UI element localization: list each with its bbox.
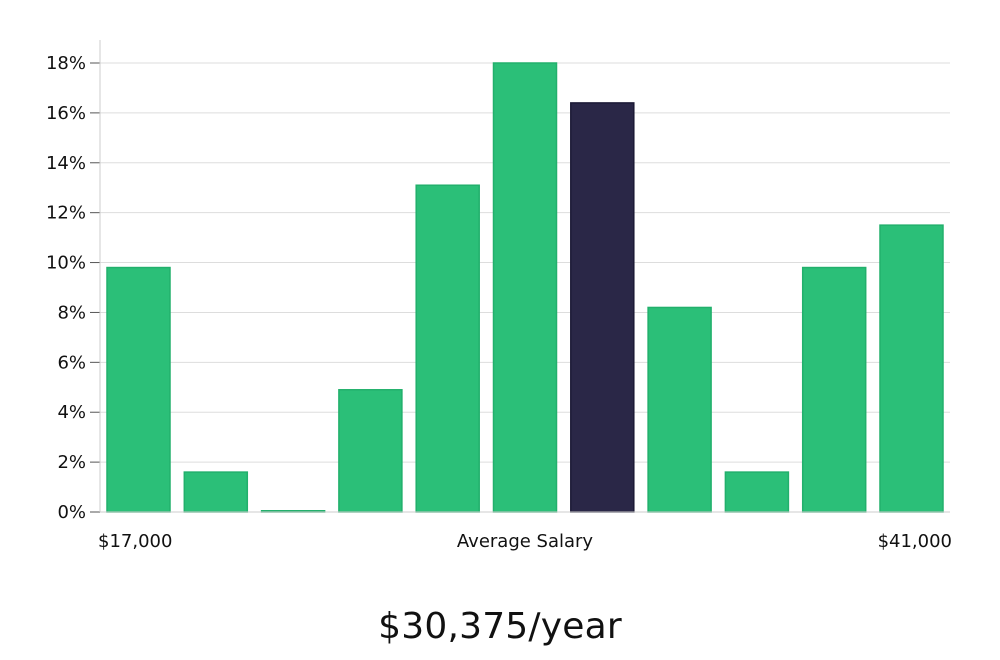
x-label-min: $17,000 — [98, 531, 172, 552]
x-label-average: Average Salary — [457, 531, 594, 552]
y-axis-ticks: 0% 2% 4% 6% 8% 10% 12% 14% 16% 18% — [46, 53, 100, 523]
bar — [338, 389, 403, 513]
bars — [106, 62, 944, 513]
y-tick-label: 2% — [57, 452, 86, 473]
y-tick-label: 4% — [57, 402, 86, 423]
x-label-max: $41,000 — [878, 531, 952, 552]
y-tick-label: 14% — [46, 153, 86, 174]
y-tick-label: 18% — [46, 53, 86, 74]
bar — [647, 306, 712, 513]
bar-average-salary — [570, 102, 635, 513]
bar — [879, 224, 944, 513]
y-tick-label: 16% — [46, 103, 86, 124]
bar — [492, 62, 558, 513]
bar — [724, 471, 790, 513]
y-tick-label: 0% — [57, 502, 86, 523]
bar — [106, 266, 171, 513]
y-tick-label: 8% — [57, 302, 86, 323]
bar — [183, 471, 249, 513]
y-tick-label: 12% — [46, 203, 86, 224]
y-tick-label: 6% — [57, 352, 86, 373]
average-salary-headline: $30,375/year — [378, 606, 622, 647]
bar — [415, 184, 480, 513]
bar — [801, 266, 867, 513]
salary-histogram: 0% 2% 4% 6% 8% 10% 12% 14% 16% 18% $17,000 Averag… — [46, 40, 952, 552]
y-tick-label: 10% — [46, 253, 86, 274]
